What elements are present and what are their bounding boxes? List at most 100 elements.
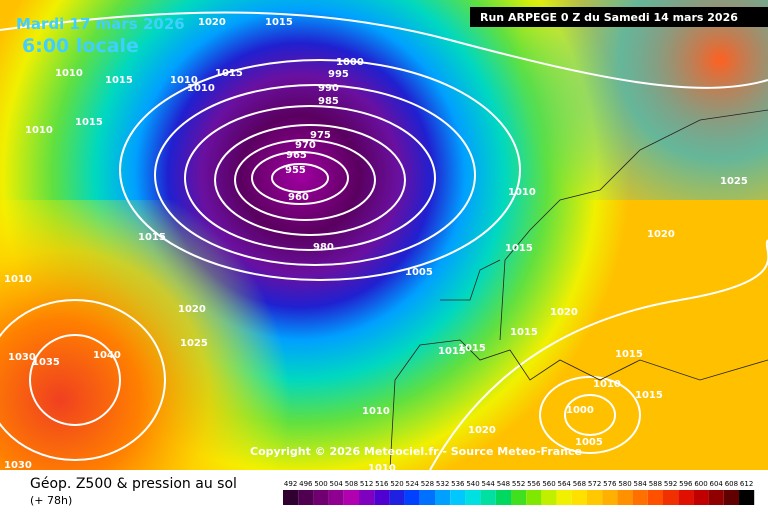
isobar-label: 1020 <box>178 304 206 315</box>
coastlines <box>389 109 768 471</box>
copyright: Copyright © 2026 Meteociel.fr - Source M… <box>250 445 582 458</box>
scale-swatch <box>739 490 755 505</box>
scale-label: 536 <box>451 480 465 488</box>
scale-label: 608 <box>725 480 738 488</box>
scale-swatch <box>283 490 299 505</box>
isobar-label: 1030 <box>8 352 36 363</box>
scale-swatch <box>298 490 314 505</box>
scale-label: 512 <box>360 480 373 488</box>
isobar-label: 1025 <box>180 338 208 349</box>
scale-swatch <box>389 490 405 505</box>
scale-label: 548 <box>497 480 510 488</box>
isobar-label: 1010 <box>55 68 83 79</box>
scale-label: 588 <box>649 480 662 488</box>
isobar-label: 1010 <box>25 125 53 136</box>
isobar-label: 1010 <box>368 463 396 474</box>
isobar-label: 1020 <box>647 229 675 240</box>
isobar-label: 975 <box>310 130 331 141</box>
isobar-label: 1010 <box>170 75 198 86</box>
isobar-label: 1020 <box>550 307 578 318</box>
isobar-label: 1025 <box>720 176 748 187</box>
scale-label: 524 <box>406 480 420 488</box>
scale-label: 544 <box>482 480 496 488</box>
scale-swatch <box>313 490 329 505</box>
scale-swatch <box>556 490 572 505</box>
scale-swatch <box>343 490 359 505</box>
scale-swatch <box>511 490 527 505</box>
scale-swatch <box>678 490 694 505</box>
isobar-label: 1015 <box>75 117 103 128</box>
scale-swatch <box>374 490 390 505</box>
isobar-label: 990 <box>318 83 339 94</box>
scale-label: 504 <box>330 480 344 488</box>
scale-label: 592 <box>664 480 677 488</box>
scale-swatch <box>359 490 375 505</box>
scale-swatch <box>419 490 435 505</box>
scale-swatch <box>693 490 709 505</box>
isobar-label: 1015 <box>635 390 663 401</box>
isobar-label: 1020 <box>198 17 226 28</box>
scale-swatch <box>435 490 451 505</box>
scale-label: 580 <box>618 480 631 488</box>
scale-label: 508 <box>345 480 358 488</box>
isobar-label: 1010 <box>508 187 536 198</box>
isobar-label: 960 <box>288 192 309 203</box>
scale-label: 496 <box>299 480 313 488</box>
scale-label: 568 <box>573 480 586 488</box>
scale-swatch <box>480 490 496 505</box>
isobar-label: 1010 <box>362 406 390 417</box>
scale-label: 532 <box>436 480 449 488</box>
isobar-label: 1005 <box>575 437 603 448</box>
footer-title: Géop. Z500 & pression au sol <box>30 476 237 492</box>
scale-swatch <box>328 490 344 505</box>
scale-swatch <box>708 490 724 505</box>
scale-label: 540 <box>466 480 479 488</box>
isobar-label: 1015 <box>105 75 133 86</box>
scale-swatch <box>450 490 466 505</box>
scale-label: 500 <box>314 480 327 488</box>
isobar-label: 1000 <box>566 405 594 416</box>
isobar-label: 1030 <box>4 460 32 471</box>
scale-label: 492 <box>284 480 297 488</box>
scale-swatch <box>723 490 739 505</box>
run-banner <box>470 7 768 27</box>
isobars <box>0 11 768 471</box>
isobar-label: 1015 <box>265 17 293 28</box>
isobar-label: 1010 <box>593 379 621 390</box>
isobar-label: 980 <box>313 242 334 253</box>
isobar-label: 985 <box>318 96 339 107</box>
isobar-label: 1015 <box>615 349 643 360</box>
scale-label: 576 <box>603 480 617 488</box>
isobar-label: 1015 <box>138 232 166 243</box>
footer-lead: (+ 78h) <box>30 494 72 507</box>
scale-label: 584 <box>634 480 648 488</box>
scale-label: 516 <box>375 480 389 488</box>
scale-label: 572 <box>588 480 601 488</box>
isobar-label: 1040 <box>93 350 121 361</box>
isobar-label: 1010 <box>4 274 32 285</box>
scale-label: 604 <box>710 480 724 488</box>
scale-swatch <box>617 490 633 505</box>
scale-swatch <box>465 490 481 505</box>
isobar-label: 1020 <box>468 425 496 436</box>
scale-label: 612 <box>740 480 753 488</box>
scale-swatch <box>663 490 679 505</box>
isobar-label: 1015 <box>458 343 486 354</box>
isobar-label: 965 <box>286 150 307 161</box>
isobar-label: 1015 <box>505 243 533 254</box>
forecast-time: 6:00 locale <box>22 35 139 57</box>
scale-label: 528 <box>421 480 434 488</box>
scale-label: 556 <box>527 480 541 488</box>
scale-label: 560 <box>542 480 555 488</box>
forecast-date: Mardi 17 mars 2026 <box>16 15 185 33</box>
isobar-label: 1000 <box>336 57 364 68</box>
scale-swatch <box>587 490 603 505</box>
northeast-field <box>520 0 768 200</box>
scale-label: 596 <box>679 480 693 488</box>
scale-label: 600 <box>694 480 707 488</box>
isobar-label: 1015 <box>438 346 466 357</box>
isobar-label: 995 <box>328 69 349 80</box>
scale-swatch <box>632 490 648 505</box>
